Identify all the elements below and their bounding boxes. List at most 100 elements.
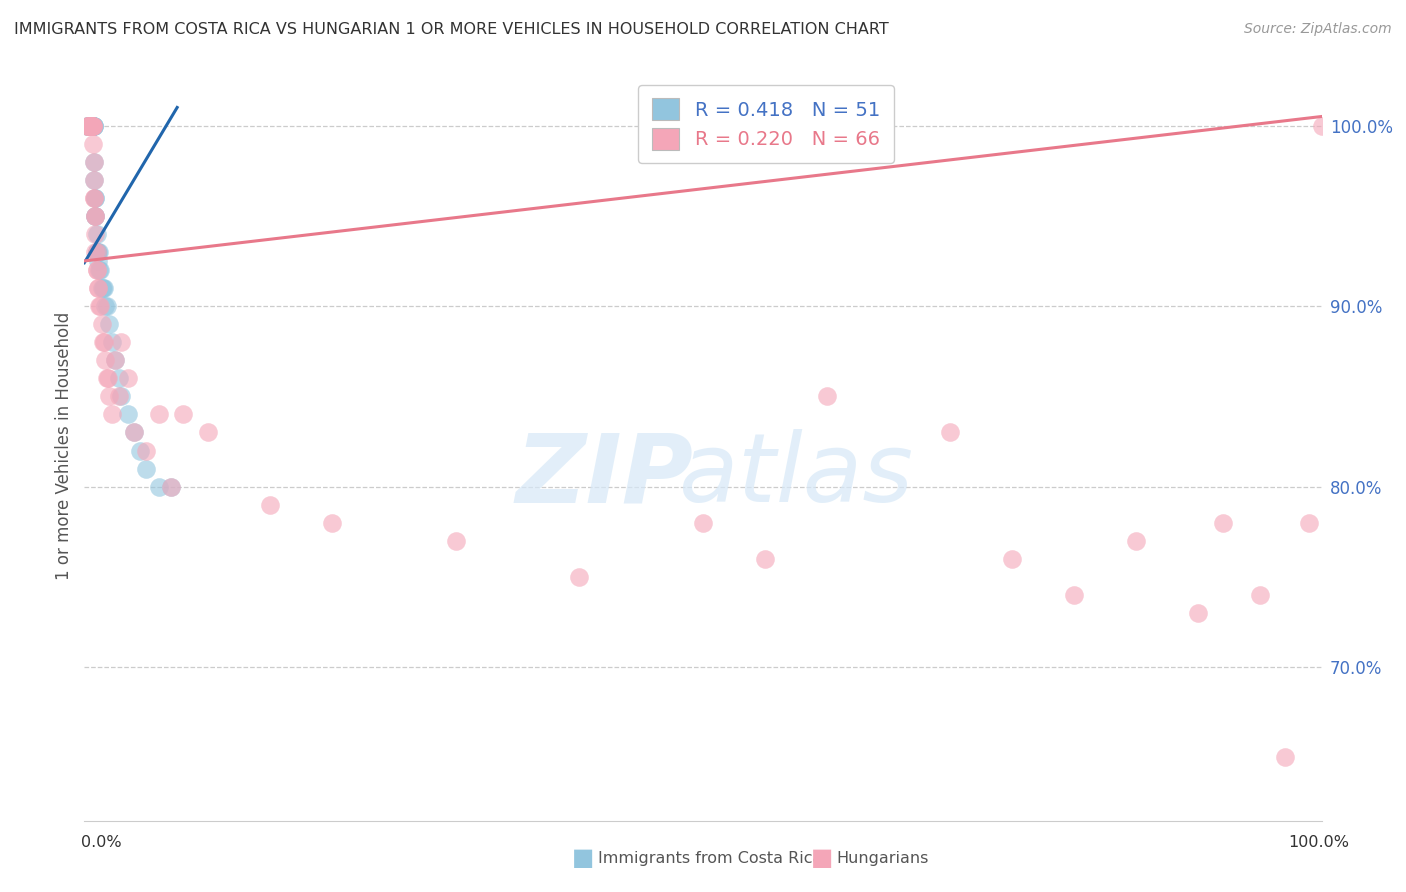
Point <box>97 371 120 385</box>
Point <box>94 353 117 368</box>
Point <box>1274 750 1296 764</box>
Point <box>82 119 104 133</box>
Point <box>82 119 104 133</box>
Point <box>197 425 219 440</box>
Point <box>98 317 121 331</box>
Text: 100.0%: 100.0% <box>1288 836 1350 850</box>
Point <box>80 119 103 133</box>
Point <box>1063 588 1085 602</box>
Point <box>80 119 103 133</box>
Point <box>1125 533 1147 548</box>
Point <box>79 119 101 133</box>
Point <box>82 136 104 151</box>
Point <box>83 172 105 186</box>
Point <box>83 191 105 205</box>
Point <box>815 389 838 403</box>
Point <box>93 335 115 350</box>
Point <box>129 443 152 458</box>
Point <box>87 281 110 295</box>
Point <box>83 154 105 169</box>
Point <box>83 191 105 205</box>
Point <box>79 119 101 133</box>
Point <box>1187 606 1209 620</box>
Point <box>79 119 101 133</box>
Point <box>87 244 110 259</box>
Point <box>939 425 962 440</box>
Point <box>79 119 101 133</box>
Point <box>93 281 115 295</box>
Point <box>90 281 112 295</box>
Point <box>80 119 103 133</box>
Point <box>1298 516 1320 530</box>
Point <box>86 263 108 277</box>
Point <box>83 154 105 169</box>
Point <box>77 119 100 133</box>
Y-axis label: 1 or more Vehicles in Household: 1 or more Vehicles in Household <box>55 312 73 580</box>
Point <box>80 119 103 133</box>
Point <box>84 244 107 259</box>
Point <box>84 191 107 205</box>
Point <box>1001 552 1024 566</box>
Text: IMMIGRANTS FROM COSTA RICA VS HUNGARIAN 1 OR MORE VEHICLES IN HOUSEHOLD CORRELAT: IMMIGRANTS FROM COSTA RICA VS HUNGARIAN … <box>14 22 889 37</box>
Point <box>568 570 591 584</box>
Point <box>122 425 145 440</box>
Point <box>117 371 139 385</box>
Point <box>86 227 108 241</box>
Point <box>692 516 714 530</box>
Text: Source: ZipAtlas.com: Source: ZipAtlas.com <box>1244 22 1392 37</box>
Point <box>79 119 101 133</box>
Point <box>108 389 131 403</box>
Point <box>84 209 107 223</box>
Point <box>94 299 117 313</box>
Point <box>91 335 114 350</box>
Point <box>754 552 776 566</box>
Point <box>80 119 103 133</box>
Point <box>79 119 101 133</box>
Point <box>108 371 131 385</box>
Point <box>96 371 118 385</box>
Point <box>87 254 110 268</box>
Point <box>160 480 183 494</box>
Point <box>84 227 107 241</box>
Point <box>86 244 108 259</box>
Point <box>82 119 104 133</box>
Point <box>80 119 103 133</box>
Point <box>83 172 105 186</box>
Point <box>104 353 127 368</box>
Point <box>90 317 112 331</box>
Point <box>84 209 107 223</box>
Point <box>100 335 122 350</box>
Point <box>135 461 157 475</box>
Point <box>89 263 111 277</box>
Point <box>76 119 98 133</box>
Point <box>89 299 111 313</box>
Point <box>84 209 107 223</box>
Text: atlas: atlas <box>678 429 914 523</box>
Point <box>444 533 467 548</box>
Point <box>87 281 110 295</box>
Point <box>117 408 139 422</box>
Point <box>86 244 108 259</box>
Point <box>82 119 104 133</box>
Point <box>96 299 118 313</box>
Point <box>89 299 111 313</box>
Point <box>172 408 194 422</box>
Point <box>86 244 108 259</box>
Point <box>135 443 157 458</box>
Text: Immigrants from Costa Rica: Immigrants from Costa Rica <box>598 851 823 865</box>
Point <box>110 389 132 403</box>
Point <box>160 480 183 494</box>
Point <box>76 119 98 133</box>
Point <box>86 244 108 259</box>
Point <box>1212 516 1234 530</box>
Point <box>1310 119 1333 133</box>
Point <box>79 119 101 133</box>
Point <box>83 119 105 133</box>
Point <box>86 263 108 277</box>
Point <box>91 281 114 295</box>
Point <box>104 353 127 368</box>
Point <box>77 119 100 133</box>
Text: ZIP: ZIP <box>515 429 693 523</box>
Point <box>80 119 103 133</box>
Legend: R = 0.418   N = 51, R = 0.220   N = 66: R = 0.418 N = 51, R = 0.220 N = 66 <box>638 85 894 163</box>
